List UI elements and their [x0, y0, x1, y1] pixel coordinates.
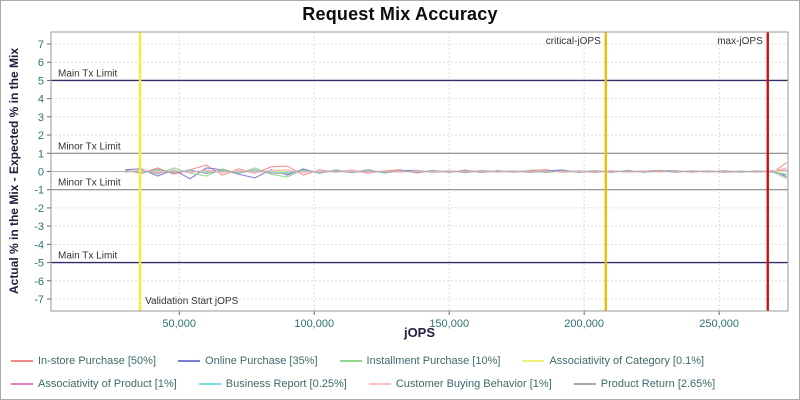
legend-swatch	[339, 359, 362, 362]
x-tick-label: 100,000	[294, 318, 334, 330]
legend-label: Associativity of Category [0.1%]	[549, 354, 705, 367]
annotation-minor-tx-limit: Minor Tx Limit	[58, 178, 121, 189]
y-tick-label: 5	[38, 75, 44, 87]
y-tick-label: 4	[38, 94, 44, 106]
y-tick-label: 3	[38, 112, 44, 124]
y-tick-label: -7	[34, 294, 44, 306]
x-tick-label: 250,000	[699, 318, 739, 330]
legend-label: Installment Purchase [10%]	[366, 354, 501, 367]
legend-swatch	[178, 359, 201, 362]
legend-item-associativity-of-product: Associativity of Product [1%]	[11, 378, 177, 390]
legend-label: Customer Buying Behavior [1%]	[395, 377, 552, 390]
y-tick-label: -3	[34, 221, 44, 233]
legend-item-in-store-purchase: In-store Purchase [50%]	[11, 355, 156, 367]
annotation-validation-start-jops: Validation Start jOPS	[145, 296, 239, 307]
legend-swatch	[573, 382, 596, 385]
chart-legend: In-store Purchase [50%] Online Purchase […	[1, 350, 799, 394]
y-tick-label: 2	[38, 130, 44, 142]
series-line-installment-purchase	[125, 167, 787, 180]
y-tick-label: -4	[34, 239, 44, 251]
x-tick-label: 150,000	[429, 318, 469, 330]
legend-row: Associativity of Product [1%] Business Re…	[1, 373, 799, 394]
legend-swatch	[198, 382, 221, 385]
legend-item-business-report: Business Report [0.25%]	[198, 377, 347, 390]
y-tick-label: -2	[34, 203, 44, 215]
legend-swatch	[522, 359, 545, 362]
y-tick-label: 6	[38, 57, 44, 69]
plot-border	[50, 31, 789, 312]
x-tick-label: 200,000	[564, 318, 604, 330]
legend-label: Online Purchase [35%]	[205, 354, 318, 367]
annotation-main-tx-limit: Main Tx Limit	[58, 68, 117, 79]
legend-item-online-purchase: Online Purchase [35%]	[178, 355, 318, 367]
y-tick-label: 7	[38, 39, 44, 51]
legend-label: Product Return [2.65%]	[600, 377, 716, 390]
legend-label: Business Report [0.25%]	[225, 377, 347, 390]
y-tick-label: -1	[34, 185, 44, 197]
x-axis-label: jOPS	[403, 325, 436, 340]
y-tick-label: -5	[34, 258, 44, 270]
legend-label: In-store Purchase [50%]	[38, 354, 157, 367]
annotation-max-jops: max-jOPS	[717, 36, 763, 47]
legend-swatch	[11, 359, 33, 362]
y-tick-label: 1	[38, 148, 44, 160]
legend-item-customer-buying-behavior: Customer Buying Behavior [1%]	[368, 377, 552, 390]
annotation-minor-tx-limit: Minor Tx Limit	[58, 141, 121, 152]
legend-row: In-store Purchase [50%] Online Purchase […	[1, 350, 799, 371]
series-line-in-store-purchase	[125, 161, 787, 176]
legend-item-associativity-of-category: Associativity of Category [0.1%]	[522, 355, 704, 367]
chart-plot-area: 7 6 5 4 3 2 1 0 -1 -2 -3 -4 -5 -6 -7 50,000 100,000 150,0…	[34, 31, 789, 330]
annotation-main-tx-limit: Main Tx Limit	[58, 251, 117, 262]
y-tick-label: -6	[34, 276, 44, 288]
y-tick-label: 0	[38, 167, 44, 179]
annotation-critical-jops: critical-jOPS	[546, 36, 601, 47]
legend-swatch	[368, 382, 391, 385]
legend-label: Associativity of Product [1%]	[38, 377, 177, 390]
series-line-product-return	[125, 168, 787, 176]
x-tick-label: 50,000	[162, 318, 196, 330]
legend-item-product-return: Product Return [2.65%]	[573, 377, 716, 390]
legend-swatch	[11, 382, 33, 385]
chart-title: Request Mix Accuracy	[302, 4, 498, 24]
legend-item-installment-purchase: Installment Purchase [10%]	[339, 354, 501, 367]
